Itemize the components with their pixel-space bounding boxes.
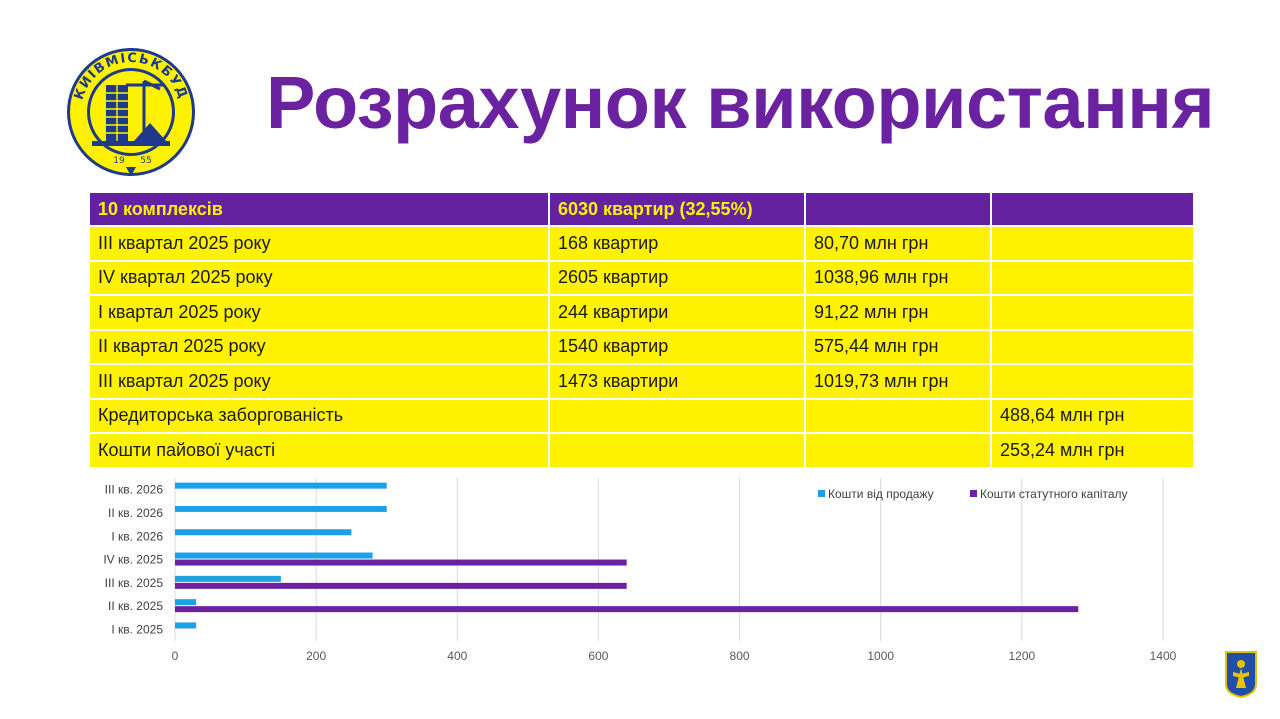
bar-sales xyxy=(175,505,387,512)
table-cell xyxy=(806,434,990,467)
logo-year-left: 19 xyxy=(113,156,125,166)
table-cell: 488,64 млн грн xyxy=(992,399,1193,432)
logo-year-right: 55 xyxy=(140,156,151,166)
x-tick-label: 1000 xyxy=(867,649,894,663)
bar-capital xyxy=(175,559,627,566)
usage-table: 10 комплексів 6030 квартир (32,55%) ІІІ … xyxy=(88,191,1195,469)
funding-bar-chart: 0 200 400 600 800 1000 1200 1400 І кв. 2025 ІІ кв… xyxy=(103,478,1177,663)
table-cell: ІІ квартал 2025 року xyxy=(90,330,548,363)
table-cell: 253,24 млн грн xyxy=(992,434,1193,467)
bar-sales xyxy=(175,599,197,606)
x-tick-label: 1400 xyxy=(1150,649,1177,663)
table-cell: 2605 квартир xyxy=(550,261,804,294)
table-cell xyxy=(806,399,990,432)
table-row: ІІ квартал 2025 року 1540 квартир 575,44… xyxy=(90,330,1193,363)
table-cell xyxy=(992,365,1193,398)
table-row: Кошти пайової участі 253,24 млн грн xyxy=(90,434,1193,467)
table-header-cell: 6030 квартир (32,55%) xyxy=(550,193,804,225)
kyivmiskbud-logo: КИЇВМІСЬКБУД 19 55 xyxy=(67,48,195,176)
bar-sales xyxy=(175,482,387,489)
table-header-cell: 10 комплексів xyxy=(90,193,548,225)
legend-label: Кошти статутного капіталу xyxy=(980,487,1128,501)
table-header-cell xyxy=(806,193,990,225)
table-cell xyxy=(550,434,804,467)
table-cell xyxy=(992,330,1193,363)
table-cell: 1540 квартир xyxy=(550,330,804,363)
table-cell: ІІІ квартал 2025 року xyxy=(90,365,548,398)
table-cell: 244 квартири xyxy=(550,296,804,329)
y-category-label: ІІ кв. 2026 xyxy=(108,506,163,520)
table-cell xyxy=(992,227,1193,260)
legend-swatch xyxy=(970,490,977,497)
table-cell: І квартал 2025 року xyxy=(90,296,548,329)
table-header-row: 10 комплексів 6030 квартир (32,55%) xyxy=(90,193,1193,225)
table-cell: Кошти пайової участі xyxy=(90,434,548,467)
table-cell xyxy=(992,296,1193,329)
table-row: ІІІ квартал 2025 року 168 квартир 80,70 … xyxy=(90,227,1193,260)
bar-sales xyxy=(175,575,281,582)
table-cell: 80,70 млн грн xyxy=(806,227,990,260)
y-category-label: І кв. 2026 xyxy=(111,529,163,543)
x-tick-label: 0 xyxy=(172,649,179,663)
table-header-cell xyxy=(992,193,1193,225)
page-title: Розрахунок використання xyxy=(266,61,1215,144)
table-row: І квартал 2025 року 244 квартири 91,22 м… xyxy=(90,296,1193,329)
x-tick-label: 400 xyxy=(447,649,467,663)
bar-capital xyxy=(175,582,627,589)
bar-sales xyxy=(175,622,197,629)
table-cell: 91,22 млн грн xyxy=(806,296,990,329)
table-row: ІV квартал 2025 року 2605 квартир 1038,9… xyxy=(90,261,1193,294)
x-tick-label: 800 xyxy=(730,649,750,663)
table-cell xyxy=(992,261,1193,294)
table-cell xyxy=(550,399,804,432)
x-tick-label: 1200 xyxy=(1009,649,1036,663)
legend-label: Кошти від продажу xyxy=(828,487,934,501)
y-category-label: І кв. 2025 xyxy=(111,622,163,636)
table-cell: 1019,73 млн грн xyxy=(806,365,990,398)
table-cell: 168 квартир xyxy=(550,227,804,260)
table-row: ІІІ квартал 2025 року 1473 квартири 1019… xyxy=(90,365,1193,398)
y-category-label: ІІ кв. 2025 xyxy=(108,599,163,613)
legend-swatch xyxy=(818,490,825,497)
y-category-label: ІІІ кв. 2026 xyxy=(105,483,164,497)
table-cell: ІІІ квартал 2025 року xyxy=(90,227,548,260)
table-cell: 1473 квартири xyxy=(550,365,804,398)
table-cell: ІV квартал 2025 року xyxy=(90,261,548,294)
x-tick-label: 600 xyxy=(588,649,608,663)
bar-sales xyxy=(175,552,373,559)
kyiv-emblem-icon xyxy=(1225,651,1257,698)
table-cell: 575,44 млн грн xyxy=(806,330,990,363)
x-tick-label: 200 xyxy=(306,649,326,663)
table-row: Кредиторська заборгованість 488,64 млн г… xyxy=(90,399,1193,432)
table-cell: 1038,96 млн грн xyxy=(806,261,990,294)
y-category-label: ІІІ кв. 2025 xyxy=(105,576,164,590)
table-cell: Кредиторська заборгованість xyxy=(90,399,548,432)
bar-capital xyxy=(175,606,1079,613)
bar-sales xyxy=(175,529,352,536)
y-category-label: IV кв. 2025 xyxy=(103,553,163,567)
